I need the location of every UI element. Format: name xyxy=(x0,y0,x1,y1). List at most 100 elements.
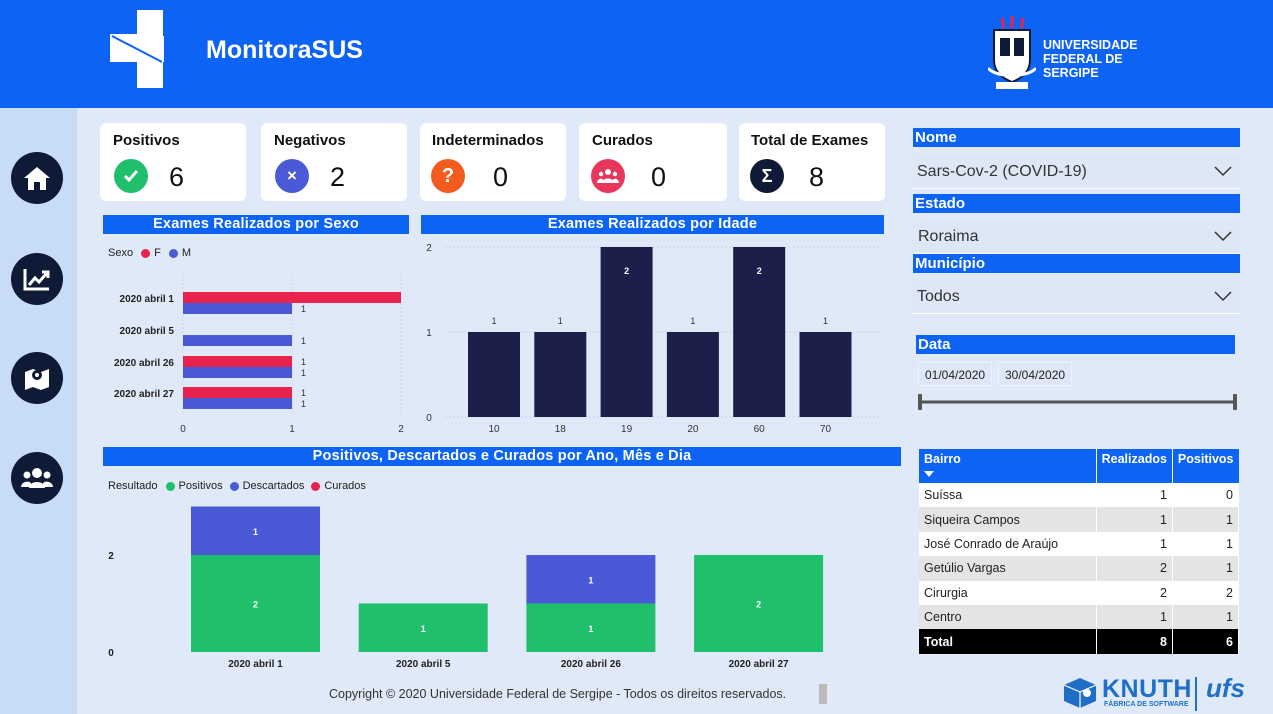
table-row[interactable]: Centro 1 1 xyxy=(919,604,1240,630)
x-category-label: 20 xyxy=(687,424,699,435)
column-header-positivos[interactable]: Positivos xyxy=(1172,449,1239,483)
legend-label-f: F xyxy=(154,247,161,259)
cell-realizados: 2 xyxy=(1096,580,1173,605)
cell-positivos: 1 xyxy=(1172,531,1240,557)
cell-bairro: Centro xyxy=(919,604,1097,630)
data-label: 1 xyxy=(301,357,306,367)
filter-municipio-value: Todos xyxy=(917,288,960,305)
y-tick-label: 2 xyxy=(426,243,432,254)
filter-nome-label-text: Nome xyxy=(915,129,957,146)
chart-line-icon xyxy=(23,269,50,291)
cell-total-realizados: 8 xyxy=(1096,629,1173,654)
card-label: Total de Exames xyxy=(751,132,869,149)
x-category-label: 10 xyxy=(488,424,500,435)
slider-handle-start[interactable] xyxy=(918,394,922,410)
y-tick-label: 1 xyxy=(426,328,432,339)
table-row[interactable]: Getúlio Vargas 2 1 xyxy=(919,556,1240,581)
y-category-label: 2020 abril 5 xyxy=(120,326,175,337)
date-start-input[interactable]: 01/04/2020 xyxy=(918,362,993,386)
nav-chart-button[interactable] xyxy=(11,253,63,305)
cell-bairro: Siqueira Campos xyxy=(919,507,1097,532)
question-icon: ? xyxy=(431,159,465,193)
data-label: 1 xyxy=(690,316,695,326)
chart-sexo-title: Exames Realizados por Sexo xyxy=(103,215,409,234)
card-label: Curados xyxy=(592,132,653,149)
filter-municipio-select[interactable]: Todos xyxy=(913,280,1240,314)
nav-home-button[interactable] xyxy=(11,152,63,204)
knuth-subtitle: FÁBRICA DE SOFTWARE xyxy=(1104,701,1189,708)
card-positivos: Positivos 6 xyxy=(100,123,246,201)
nav-users-button[interactable] xyxy=(11,452,63,504)
sidebar xyxy=(0,108,77,714)
x-category-label: 60 xyxy=(754,424,766,435)
column-header-realizados[interactable]: Realizados xyxy=(1096,449,1173,483)
data-label: 2 xyxy=(757,266,762,276)
data-label: 1 xyxy=(301,336,306,346)
card-value: 8 xyxy=(809,162,825,192)
table-row[interactable]: Suíssa 1 0 xyxy=(919,483,1240,508)
data-label: 1 xyxy=(588,624,593,634)
chart-resultado-title: Positivos, Descartados e Curados por Ano… xyxy=(103,447,901,466)
legend-title: Resultado xyxy=(108,480,158,492)
university-line3: SERGIPE xyxy=(1043,66,1099,80)
card-negativos: Negativos × 2 xyxy=(261,123,407,201)
slider-handle-end[interactable] xyxy=(1233,394,1237,410)
chevron-down-icon xyxy=(1214,231,1232,242)
filter-estado-select[interactable]: Roraima xyxy=(914,220,1240,254)
x-tick-label: 0 xyxy=(180,424,186,435)
table-row[interactable]: Siqueira Campos 1 1 xyxy=(919,507,1240,532)
filter-nome-select[interactable]: Sars-Cov-2 (COVID-19) xyxy=(913,155,1240,189)
table-row[interactable]: José Conrado de Araújo 1 1 xyxy=(919,531,1240,557)
users-icon xyxy=(21,468,53,488)
filter-municipio-label-text: Município xyxy=(915,255,985,272)
table-row[interactable]: Cirurgia 2 2 xyxy=(919,580,1240,605)
filter-data-label-text: Data xyxy=(918,336,951,353)
university-name: UNIVERSIDADE FEDERAL DE SERGIPE xyxy=(1043,38,1137,80)
scroll-indicator[interactable] xyxy=(819,684,827,704)
data-label: 2 xyxy=(756,600,761,610)
card-label: Indeterminados xyxy=(432,132,544,149)
chevron-down-icon[interactable] xyxy=(1217,338,1231,350)
chevron-down-icon[interactable] xyxy=(1222,257,1236,269)
chart-sexo: 0 1 2 2020 abril 1 1 2020 abril 5 1 2020 abril … xyxy=(114,275,404,435)
data-label: 1 xyxy=(558,316,563,326)
card-value: 2 xyxy=(330,162,346,192)
ufs-logo-text: ufs xyxy=(1206,673,1245,703)
legend-dot-m xyxy=(168,248,178,258)
chart-sexo-legend: Sexo F M xyxy=(108,247,191,259)
card-total-exames: Total de Exames Σ 8 xyxy=(739,123,885,201)
x-category-label: 2020 abril 5 xyxy=(396,659,451,670)
data-label: 1 xyxy=(301,399,306,409)
legend-dot-curados xyxy=(311,481,321,491)
bar-descartados xyxy=(526,555,656,604)
sort-desc-icon[interactable] xyxy=(924,471,934,477)
card-curados: Curados 0 xyxy=(579,123,727,201)
cell-positivos: 1 xyxy=(1172,507,1240,532)
data-label: 1 xyxy=(421,624,426,634)
column-header-bairro[interactable]: Bairro xyxy=(919,449,1097,483)
card-value: 0 xyxy=(493,162,509,192)
knuth-cube-icon xyxy=(1063,678,1097,708)
table-total-row: Total 8 6 xyxy=(919,629,1240,654)
filter-nome-label: Nome xyxy=(913,128,1240,147)
knuth-name: KNUTH xyxy=(1102,675,1192,703)
date-end-input[interactable]: 30/04/2020 xyxy=(998,362,1073,386)
chart-idade-title: Exames Realizados por Idade xyxy=(421,215,884,234)
card-indeterminados: Indeterminados ? 0 xyxy=(420,123,566,201)
legend-label-m: M xyxy=(181,247,191,259)
chevron-down-icon[interactable] xyxy=(1222,197,1236,209)
bar-m xyxy=(183,367,292,378)
bar-f xyxy=(183,292,401,303)
bar-f xyxy=(183,356,292,367)
data-label: 1 xyxy=(823,316,828,326)
nav-map-button[interactable] xyxy=(11,352,63,404)
date-range-slider[interactable] xyxy=(916,393,1240,411)
x-category-label: 2020 abril 1 xyxy=(228,659,283,670)
chevron-down-icon xyxy=(1214,291,1232,302)
chevron-down-icon[interactable] xyxy=(1222,131,1236,143)
cell-realizados: 1 xyxy=(1096,483,1173,508)
bar-descartados xyxy=(191,506,320,555)
bar-m xyxy=(183,303,292,314)
app-title: MonitoraSUS xyxy=(206,36,363,64)
legend-label-positivos: Positivos xyxy=(178,480,223,492)
